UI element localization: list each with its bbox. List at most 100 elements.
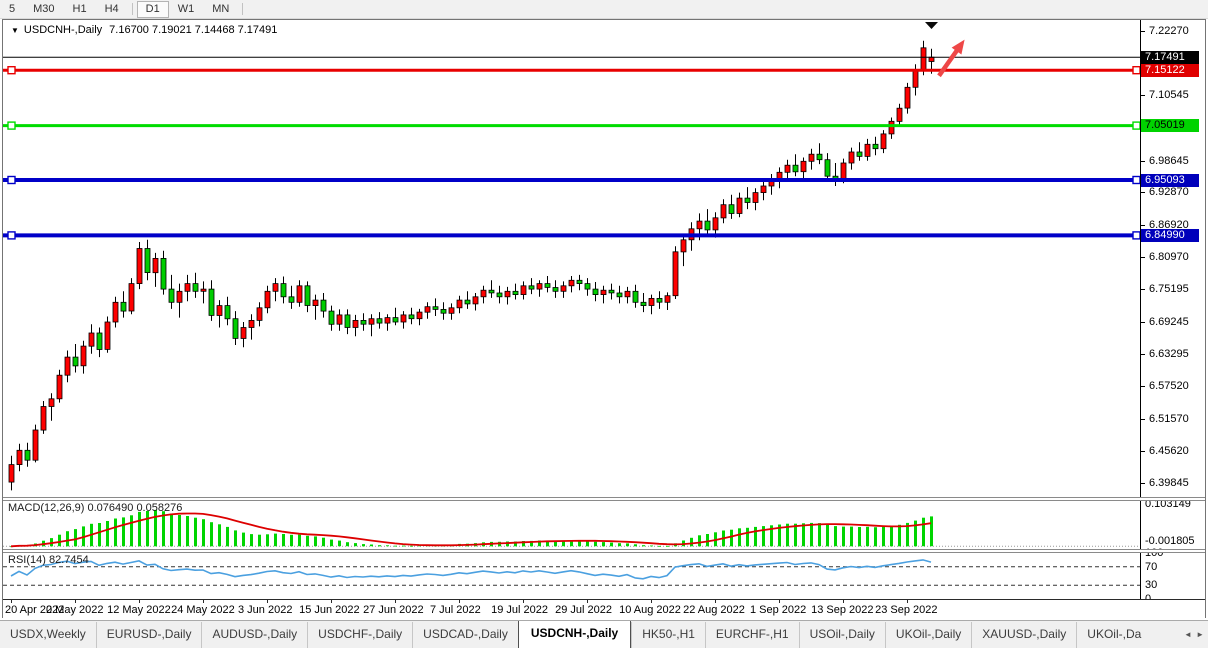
line-handle[interactable] [1132, 175, 1140, 185]
date-tick-mark [779, 600, 780, 603]
date-axis[interactable]: 20 Apr 2022 2 May 2022 12 May 2022 24 May 2… [3, 599, 1205, 618]
date-tick-mark [523, 600, 524, 603]
date-tick-label: 19 Jul 2022 [491, 604, 548, 616]
timeframe-button-d1[interactable]: D1 [136, 0, 169, 18]
price-tick-mark [1141, 31, 1145, 32]
symbol-tab-xauusd-daily[interactable]: XAUUSD-,Daily [971, 622, 1076, 648]
price-chart-plot[interactable] [3, 20, 1140, 497]
date-tick-label: 29 Jul 2022 [555, 604, 612, 616]
date-tick-label: 24 May 2022 [171, 604, 235, 616]
timeframe-button-mn[interactable]: MN [212, 3, 230, 15]
chart-symbol-label: USDCNH-,Daily [23, 24, 103, 36]
line-handle[interactable] [7, 121, 16, 130]
symbol-tab-ukoil-daily[interactable]: UKOil-,Daily [884, 622, 971, 648]
price-tick-label: 6.45620 [1149, 445, 1189, 457]
symbol-tab-usdcad-daily[interactable]: USDCAD-,Daily [412, 622, 518, 648]
price-tick-mark [1141, 257, 1145, 258]
date-tick-label: 3 Jun 2022 [238, 604, 293, 616]
line-handle[interactable] [1132, 121, 1140, 130]
line-handle[interactable] [7, 231, 16, 240]
macd-panel-splitter[interactable] [3, 497, 1205, 501]
symbol-tab-usdchf-daily[interactable]: USDCHF-,Daily [307, 622, 412, 648]
symbol-tab-ukoil-da[interactable]: UKOil-,Da [1076, 622, 1151, 648]
arrow-annotation[interactable] [937, 39, 965, 78]
tab-scroll-arrows: ◄ ► [1180, 621, 1208, 648]
line-handle[interactable] [7, 66, 16, 75]
symbol-tab-audusd-daily[interactable]: AUDUSD-,Daily [201, 622, 307, 648]
date-tick-mark [907, 600, 908, 603]
rsi-label: RSI(14) 82.7454 [8, 554, 89, 566]
date-tick-label: 1 Sep 2022 [750, 604, 807, 616]
symbol-tab-usoil-daily[interactable]: USOil-,Daily [798, 622, 885, 648]
price-tick-mark [1141, 483, 1145, 484]
macd-axis-max: 0.103149 [1145, 498, 1191, 510]
date-tick-mark [459, 600, 460, 603]
price-tick-mark [1141, 289, 1145, 290]
date-tick-mark [651, 600, 652, 603]
line-handle[interactable] [1132, 231, 1140, 240]
candles-layer [8, 40, 935, 491]
tab-scroll-right-icon[interactable]: ► [1196, 630, 1204, 639]
date-tick-mark [75, 600, 76, 603]
chart-shift-marker-icon[interactable] [925, 22, 938, 29]
price-badge-7.05019: 7.05019 [1141, 119, 1199, 132]
price-tick-label: 6.63295 [1149, 348, 1189, 360]
rsi-line [10, 559, 932, 580]
date-tick-label: 20 Apr 2022 [5, 604, 65, 616]
rsi-panel-plot[interactable] [3, 553, 1140, 599]
symbol-tab-usdcnh-daily[interactable]: USDCNH-,Daily [517, 621, 632, 648]
symbol-tab-eurusd-daily[interactable]: EURUSD-,Daily [95, 622, 202, 648]
horizontal-line-7.15122[interactable] [3, 66, 1140, 75]
tab-scroll-left-icon[interactable]: ◄ [1184, 630, 1192, 639]
horizontal-line-6.8499[interactable] [3, 231, 1140, 240]
chart-window: ▼ USDCNH-,Daily 7.16700 7.19021 7.14468 7.… [2, 19, 1206, 618]
price-axis-line [1140, 20, 1141, 599]
chart-title: ▼ USDCNH-,Daily 7.16700 7.19021 7.14468 7.… [11, 24, 277, 36]
symbol-tab-hk50-h1[interactable]: HK50-,H1 [631, 622, 705, 648]
timeframe-button-m30[interactable]: M30 [33, 3, 55, 15]
horizontal-line-6.95093[interactable] [3, 175, 1140, 185]
timeframe-button-h1[interactable]: H1 [72, 3, 87, 15]
macd-signal-line [10, 512, 932, 548]
price-tick-label: 6.51570 [1149, 413, 1189, 425]
symbol-dropdown-icon[interactable]: ▼ [11, 26, 19, 35]
toolbar-separator [242, 3, 244, 15]
line-handle[interactable] [7, 175, 16, 185]
timeframe-button-5[interactable]: 5 [9, 3, 16, 15]
price-tick-mark [1141, 419, 1145, 420]
price-tick-label: 6.80970 [1149, 251, 1189, 263]
date-tick-mark [203, 600, 204, 603]
date-tick-mark [715, 600, 716, 603]
date-tick-mark [395, 600, 396, 603]
macd-histogram [10, 509, 933, 548]
price-badge-6.84990: 6.84990 [1141, 229, 1199, 242]
price-tick-mark [1141, 386, 1145, 387]
price-tick-mark [1141, 95, 1145, 96]
symbol-tab-eurchf-h1[interactable]: EURCHF-,H1 [704, 622, 799, 648]
macd-label: MACD(12,26,9) 0.076490 0.058276 [8, 502, 183, 514]
rsi-axis-label: 30 [1145, 579, 1158, 591]
price-tick-mark [1141, 451, 1145, 452]
price-tick-label: 6.69245 [1149, 316, 1189, 328]
date-tick-mark [843, 600, 844, 603]
date-tick-label: 12 May 2022 [107, 604, 171, 616]
date-tick-label: 7 Jul 2022 [430, 604, 481, 616]
symbol-tab-usdx-weekly[interactable]: USDX,Weekly [10, 627, 86, 641]
price-axis[interactable]: 7.22270 7.10545 6.98645 6.92870 6.86920 6.809… [1141, 20, 1205, 599]
date-tick-mark [331, 600, 332, 603]
macd-panel-plot[interactable] [3, 501, 1140, 549]
date-tick-label: 13 Sep 2022 [811, 604, 874, 616]
price-badge-6.95093: 6.95093 [1141, 174, 1199, 187]
price-tick-label: 6.98645 [1149, 155, 1189, 167]
timeframe-button-w1[interactable]: W1 [177, 3, 195, 15]
price-tick-mark [1141, 354, 1145, 355]
chart-tab-bar: USDX,Weekly EURUSD-,Daily AUDUSD-,Daily USD… [0, 620, 1208, 648]
horizontal-line-7.05019[interactable] [3, 121, 1140, 130]
line-handle[interactable] [1132, 66, 1140, 75]
rsi-panel-splitter[interactable] [3, 549, 1205, 553]
timeframe-button-h4[interactable]: H4 [104, 3, 119, 15]
date-tick-label: 2 May 2022 [46, 604, 104, 616]
date-tick-mark [139, 600, 140, 603]
price-tick-label: 6.92870 [1149, 186, 1189, 198]
